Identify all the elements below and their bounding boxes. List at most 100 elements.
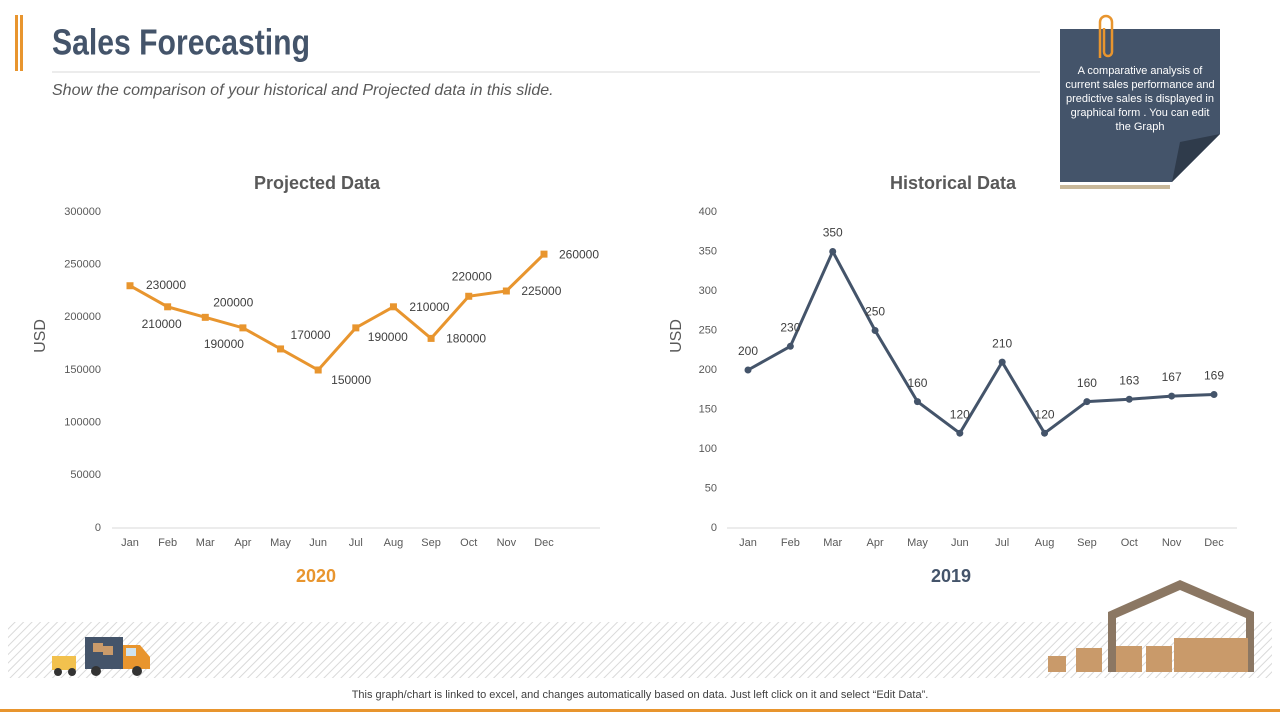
x-tick-label: Sep [421,537,441,549]
data-point [126,282,134,290]
y-axis-label: USD [668,319,685,353]
data-point [871,327,879,334]
paperclip [1098,14,1114,58]
data-point [540,250,548,258]
data-label: 200000 [213,296,253,310]
data-label: 170000 [291,328,331,342]
x-tick-label: Aug [384,537,404,549]
y-tick-label: 150 [699,403,717,415]
data-point [956,429,964,437]
x-tick-label: Feb [781,537,800,549]
x-tick-label: Feb [158,537,177,549]
x-tick-label: May [907,537,928,549]
y-axis-label: USD [32,319,49,353]
x-tick-label: Apr [234,537,251,549]
note-fold [1172,134,1220,182]
y-tick-label: 150000 [64,364,101,376]
x-tick-label: Nov [1162,537,1182,549]
x-tick-label: Jul [349,537,363,549]
data-label: 210000 [142,317,182,331]
truck-icon [52,637,150,676]
data-label: 169 [1204,369,1224,383]
y-tick-label: 300 [699,285,717,297]
y-tick-label: 200 [699,364,717,376]
data-label: 120 [1035,407,1055,421]
x-tick-label: Oct [1121,537,1138,549]
y-tick-label: 250000 [64,259,101,271]
chart-title: Projected Data [254,173,381,193]
data-point [786,342,794,350]
data-point [164,303,172,311]
data-label: 350 [823,226,843,240]
data-point [1125,395,1133,403]
note-holder: A comparative analysis of current sales … [1065,65,1214,133]
data-label: 190000 [204,337,244,351]
slide-title: Sales Forecasting [52,22,310,63]
x-tick-label: Jun [309,537,327,549]
data-point [239,324,247,332]
y-tick-label: 50000 [70,469,101,481]
y-tick-label: 300000 [64,206,101,218]
subtitle: Show the comparison of your historical a… [52,82,554,99]
data-point [744,366,752,374]
data-label: 160 [907,376,927,390]
bottom-bar [0,709,1280,712]
x-tick-label: Dec [534,537,554,549]
note-shadow [1060,185,1170,189]
x-tick-label: Apr [867,537,884,549]
y-tick-label: 200000 [64,311,101,323]
warehouse-icon [1048,580,1254,672]
footer-note: This graph/chart is linked to excel, and… [352,689,929,701]
data-label: 190000 [368,330,408,344]
y-tick-label: 400 [699,206,717,218]
x-tick-label: Mar [196,537,215,549]
x-tick-label: Dec [1204,537,1224,549]
x-tick-label: Mar [823,537,842,549]
x-tick-label: Jan [739,537,757,549]
data-point [1083,398,1091,406]
data-point [389,303,397,311]
chart-title: Historical Data [890,173,1017,193]
data-point [277,345,285,353]
data-point [465,292,473,300]
data-point [1210,390,1218,398]
data-point [1041,429,1049,437]
data-label: 150000 [331,373,371,387]
x-tick-label: Oct [460,537,477,549]
x-tick-label: Aug [1035,537,1055,549]
data-label: 225000 [521,284,561,298]
data-label: 167 [1162,370,1182,384]
data-point [314,366,322,374]
data-point [201,313,209,321]
data-label: 260000 [559,247,599,261]
data-label: 180000 [446,332,486,346]
y-tick-label: 100 [699,443,717,455]
y-tick-label: 250 [699,324,717,336]
data-label: 160 [1077,376,1097,390]
data-point [502,287,510,295]
data-label: 163 [1119,373,1139,387]
y-tick-label: 100000 [64,417,101,429]
x-tick-label: Sep [1077,537,1097,549]
accent-bar [20,15,23,71]
data-point [913,398,921,406]
data-point [427,334,435,342]
data-label: 200 [738,344,758,358]
x-tick-label: Jan [121,537,139,549]
year-label: 2019 [931,566,971,586]
data-label: 230000 [146,278,186,292]
x-tick-label: Nov [497,537,517,549]
data-point [352,324,360,332]
data-label: 220000 [452,269,492,283]
y-tick-label: 0 [95,522,101,534]
data-label: 210 [992,336,1012,350]
y-tick-label: 0 [711,522,717,534]
data-point [998,358,1006,366]
x-tick-label: Jul [995,537,1009,549]
data-label: 210000 [409,300,449,314]
year-label: 2020 [296,566,336,586]
data-label: 230 [780,320,800,334]
y-tick-label: 50 [705,482,717,494]
